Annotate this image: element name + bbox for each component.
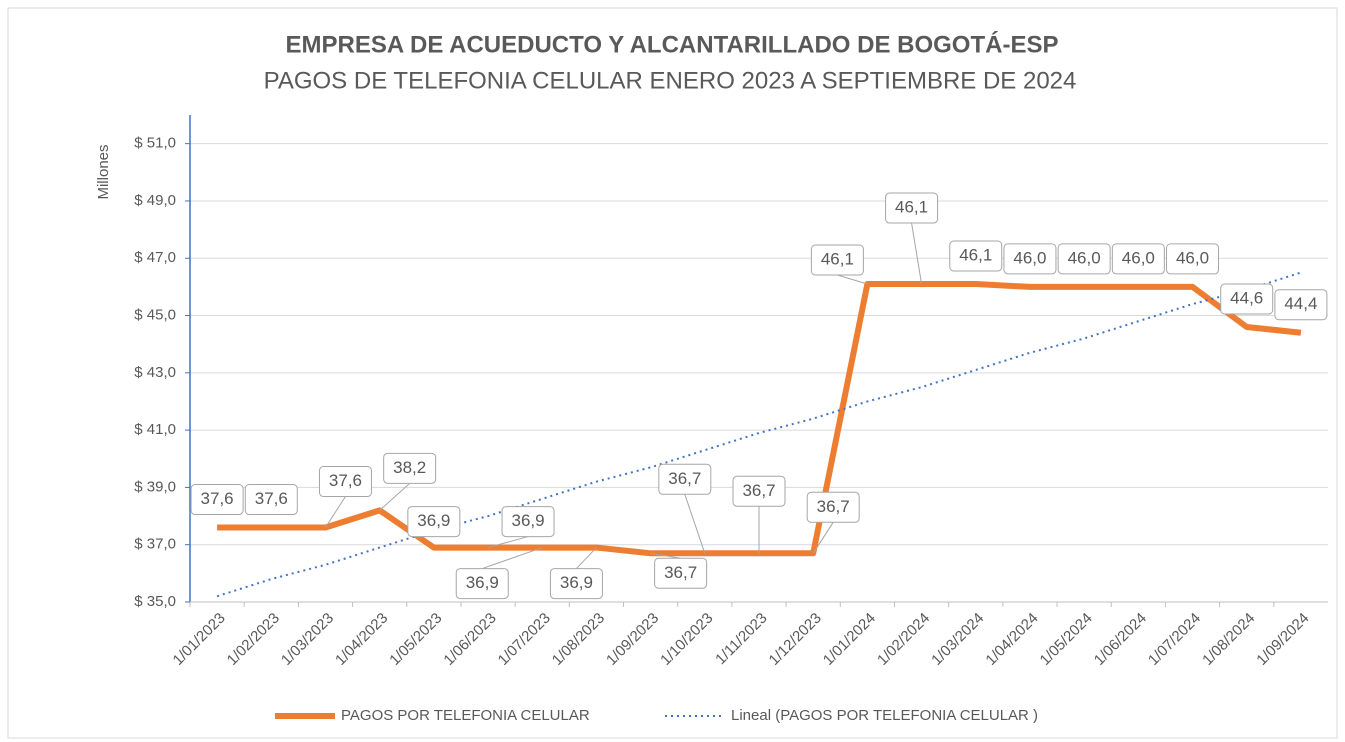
data-label: 46,0 <box>1122 248 1155 267</box>
data-label: 46,1 <box>959 246 992 265</box>
y-tick-label: $ 45,0 <box>134 306 176 323</box>
label-box <box>658 463 712 495</box>
legend-label: PAGOS POR TELEFONIA CELULAR <box>341 707 590 724</box>
label-box <box>244 484 298 516</box>
data-label: 36,7 <box>668 469 701 488</box>
label-box <box>1003 243 1057 275</box>
label-leader <box>325 496 346 528</box>
legend-label: Lineal (PAGOS POR TELEFONIA CELULAR ) <box>731 707 1038 724</box>
label-box <box>732 475 786 507</box>
data-label: 46,0 <box>1176 248 1209 267</box>
data-label: 38,2 <box>393 458 426 477</box>
label-leader <box>482 547 543 570</box>
y-tick-label: $ 39,0 <box>134 478 176 495</box>
label-box <box>1111 243 1165 275</box>
label-box <box>318 466 372 498</box>
data-label: 44,6 <box>1230 288 1263 307</box>
label-box <box>455 568 509 600</box>
label-leader <box>487 536 529 549</box>
y-tick-label: $ 43,0 <box>134 364 176 381</box>
label-box <box>806 491 860 523</box>
label-box <box>501 506 555 538</box>
chart-title: EMPRESA DE ACUEDUCTO Y ALCANTARILLADO DE… <box>286 30 1059 58</box>
label-box <box>949 240 1003 272</box>
data-label: 37,6 <box>201 489 234 508</box>
data-label: 46,1 <box>895 198 928 217</box>
y-tick-label: $ 41,0 <box>134 421 176 438</box>
y-tick-label: $ 49,0 <box>134 192 176 209</box>
label-leader <box>837 274 868 285</box>
data-label: 46,0 <box>1013 248 1046 267</box>
data-label: 36,7 <box>817 497 850 516</box>
data-label: 44,4 <box>1284 294 1317 313</box>
data-label: 36,9 <box>466 573 499 592</box>
y-tick-label: $ 37,0 <box>134 536 176 553</box>
label-box <box>190 484 244 516</box>
label-leader <box>379 482 411 511</box>
label-box <box>810 244 864 276</box>
data-label: 46,0 <box>1068 248 1101 267</box>
data-label: 36,7 <box>742 481 775 500</box>
label-box <box>885 192 939 224</box>
y-tick-label: $ 47,0 <box>134 249 176 266</box>
chart-subtitle: PAGOS DE TELEFONIA CELULAR ENERO 2023 A … <box>264 67 1077 94</box>
label-box <box>1057 243 1111 275</box>
trend-line <box>216 271 1302 598</box>
y-tick-label: $ 51,0 <box>134 135 176 152</box>
data-label: 36,7 <box>664 563 697 582</box>
y-tick-label: $ 35,0 <box>134 593 176 610</box>
label-box <box>654 557 708 589</box>
label-leader <box>650 552 681 559</box>
data-label: 37,6 <box>329 471 362 490</box>
data-label: 46,1 <box>821 250 854 269</box>
data-label: 37,6 <box>255 489 288 508</box>
label-box <box>1220 283 1274 315</box>
label-box <box>1274 289 1328 321</box>
label-box <box>1166 243 1220 275</box>
data-label: 36,9 <box>512 511 545 530</box>
y-axis-label: Millones <box>95 144 112 199</box>
data-label: 36,9 <box>417 511 450 530</box>
label-leader <box>812 522 834 554</box>
label-box <box>407 506 461 538</box>
label-leader <box>911 222 923 285</box>
label-leader <box>684 494 706 554</box>
label-box <box>383 452 437 484</box>
label-leader <box>576 547 597 569</box>
data-label: 36,9 <box>560 573 593 592</box>
label-box <box>549 568 603 600</box>
